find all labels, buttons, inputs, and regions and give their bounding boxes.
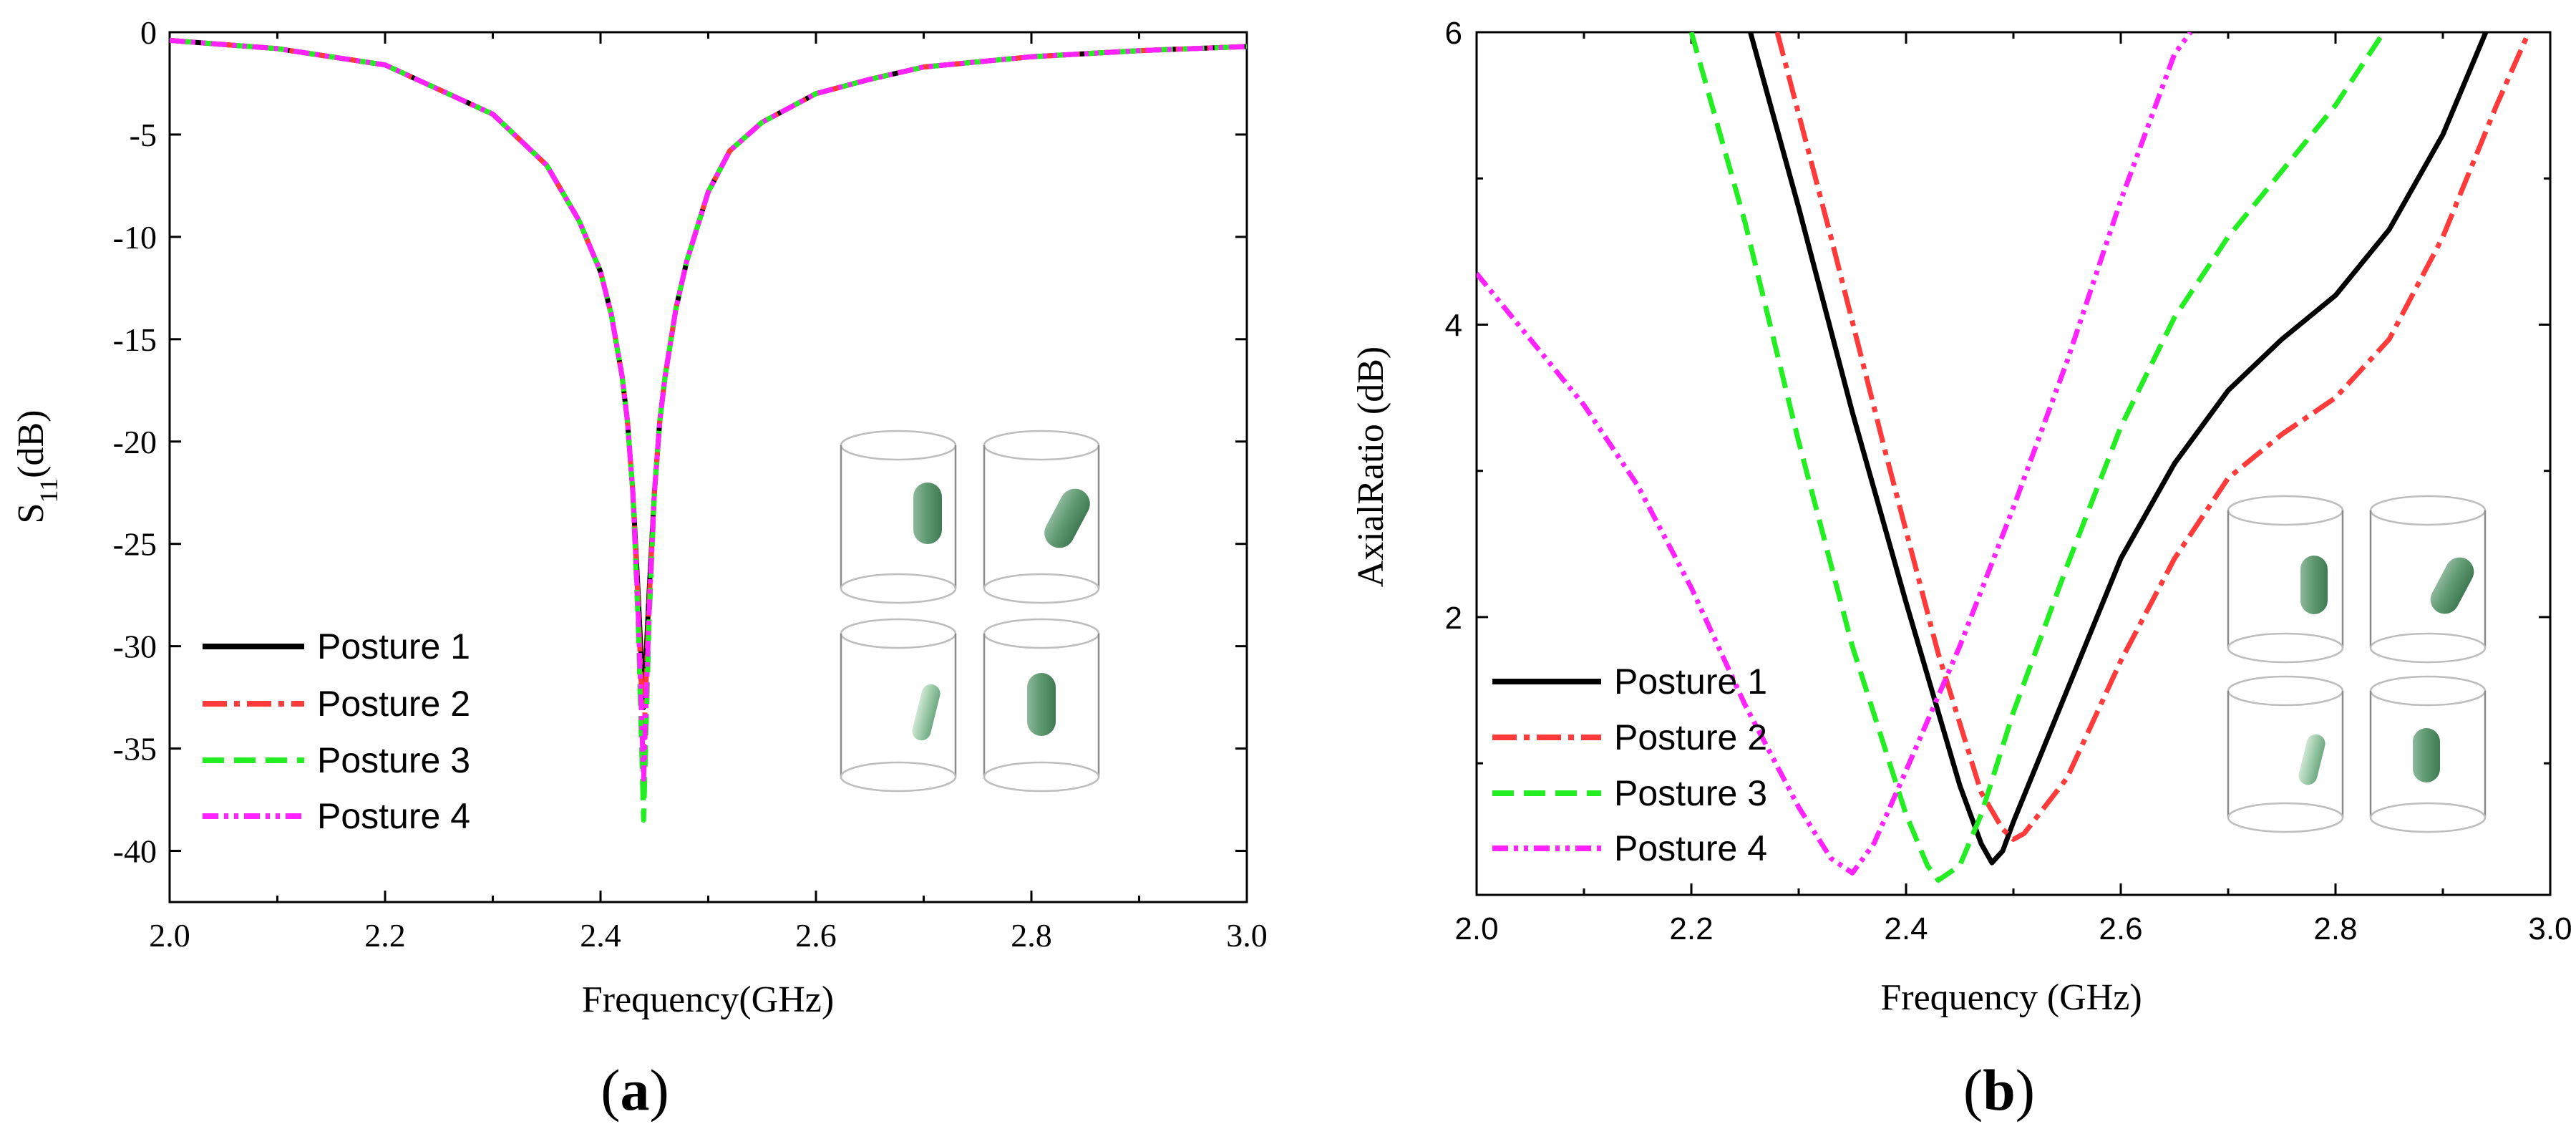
y-axis-ticks: 2 4 6 bbox=[1445, 16, 2550, 765]
y-axis-title: S11(dB) bbox=[11, 410, 63, 524]
cylinder-posture-2 bbox=[2369, 495, 2487, 664]
panel-label-a: (a) bbox=[601, 1057, 669, 1123]
y-tick-label: -5 bbox=[130, 117, 157, 153]
chart-panel-a: 0 -5 -10 -15 -20 -25 -30 -35 -40 2.0 2.2 2.4 2.6 2.8… bbox=[11, 14, 1268, 1123]
y-axis-title: AxialRatio (dB) bbox=[1351, 346, 1391, 588]
y-tick-label: -10 bbox=[113, 219, 157, 256]
x-axis-ticks: 2.0 2.2 2.4 2.6 2.8 3.0 bbox=[149, 32, 1268, 954]
legend-label-posture-3: Posture 3 bbox=[317, 740, 470, 780]
legend-label-posture-3: Posture 3 bbox=[1614, 773, 1767, 813]
x-tick-label: 2.2 bbox=[364, 917, 406, 954]
series-line-posture-3 bbox=[1688, 32, 2386, 883]
y-tick-label: -15 bbox=[113, 321, 157, 358]
legend: Posture 1 Posture 2 Posture 3 Posture 4 bbox=[203, 626, 470, 836]
legend-label-posture-4: Posture 4 bbox=[1614, 828, 1767, 868]
legend-label-posture-4: Posture 4 bbox=[317, 796, 470, 836]
cylinder-posture-4 bbox=[2369, 675, 2487, 833]
y-tick-label: -40 bbox=[113, 833, 157, 870]
legend-label-posture-1: Posture 1 bbox=[317, 626, 470, 667]
series-line-posture-1 bbox=[1748, 32, 2489, 866]
y-axis-ticks: 0 -5 -10 -15 -20 -25 -30 -35 -40 bbox=[113, 14, 1247, 870]
series-lines bbox=[1477, 32, 2532, 883]
plot-area-frame bbox=[1475, 31, 2552, 896]
x-tick-label: 2.2 bbox=[1669, 911, 1713, 946]
x-axis-title: Frequency (GHz) bbox=[1880, 977, 2142, 1018]
y-tick-label: 0 bbox=[140, 14, 157, 51]
cylinder-posture-1 bbox=[2227, 495, 2344, 664]
x-tick-label: 2.4 bbox=[1884, 911, 1928, 946]
y-tick-label: 4 bbox=[1445, 308, 1462, 343]
series-line-posture-4 bbox=[170, 37, 1247, 782]
y-tick-label: -35 bbox=[113, 731, 157, 767]
cylinder-posture-4 bbox=[983, 618, 1100, 793]
x-tick-label: 2.8 bbox=[1011, 917, 1052, 954]
x-tick-label: 3.0 bbox=[2528, 911, 2572, 946]
x-tick-label: 2.0 bbox=[149, 917, 190, 954]
x-axis-ticks: 2.0 2.2 2.4 2.6 2.8 3.0 bbox=[1454, 32, 2572, 946]
x-tick-label: 2.8 bbox=[2313, 911, 2357, 946]
y-tick-label: 2 bbox=[1445, 601, 1462, 636]
legend-label-posture-1: Posture 1 bbox=[1614, 662, 1767, 702]
x-tick-label: 2.6 bbox=[795, 917, 837, 954]
x-tick-label: 2.0 bbox=[1454, 911, 1498, 946]
series-line-posture-4 bbox=[1477, 32, 2193, 876]
x-tick-label: 3.0 bbox=[1226, 917, 1268, 954]
x-axis-title: Frequency(GHz) bbox=[582, 979, 834, 1020]
x-tick-label: 2.4 bbox=[580, 917, 621, 954]
y-tick-label: -30 bbox=[113, 629, 157, 665]
legend: Posture 1 Posture 2 Posture 3 Posture 4 bbox=[1492, 662, 1767, 868]
cylinder-posture-1 bbox=[840, 430, 957, 604]
posture-inset bbox=[840, 430, 1100, 793]
y-tick-label: 6 bbox=[1445, 16, 1462, 51]
series-lines bbox=[170, 37, 1247, 823]
y-tick-label: -25 bbox=[113, 526, 157, 563]
series-line-posture-2 bbox=[1774, 32, 2532, 842]
legend-label-posture-2: Posture 2 bbox=[1614, 717, 1767, 757]
cylinder-posture-3 bbox=[840, 618, 957, 793]
cylinder-posture-2 bbox=[983, 430, 1100, 604]
legend-label-posture-2: Posture 2 bbox=[317, 684, 470, 724]
y-tick-label: -20 bbox=[113, 424, 157, 460]
panel-label-b: (b) bbox=[1963, 1057, 2035, 1123]
cylinder-posture-3 bbox=[2227, 675, 2344, 833]
x-tick-label: 2.6 bbox=[2099, 911, 2142, 946]
chart-panel-b: 2 4 6 2.0 2.2 2.4 2.6 2.8 3.0 AxialRatio (dB) F… bbox=[1351, 16, 2572, 1123]
series-line-posture-1 bbox=[170, 37, 1247, 710]
posture-inset bbox=[2227, 495, 2487, 833]
